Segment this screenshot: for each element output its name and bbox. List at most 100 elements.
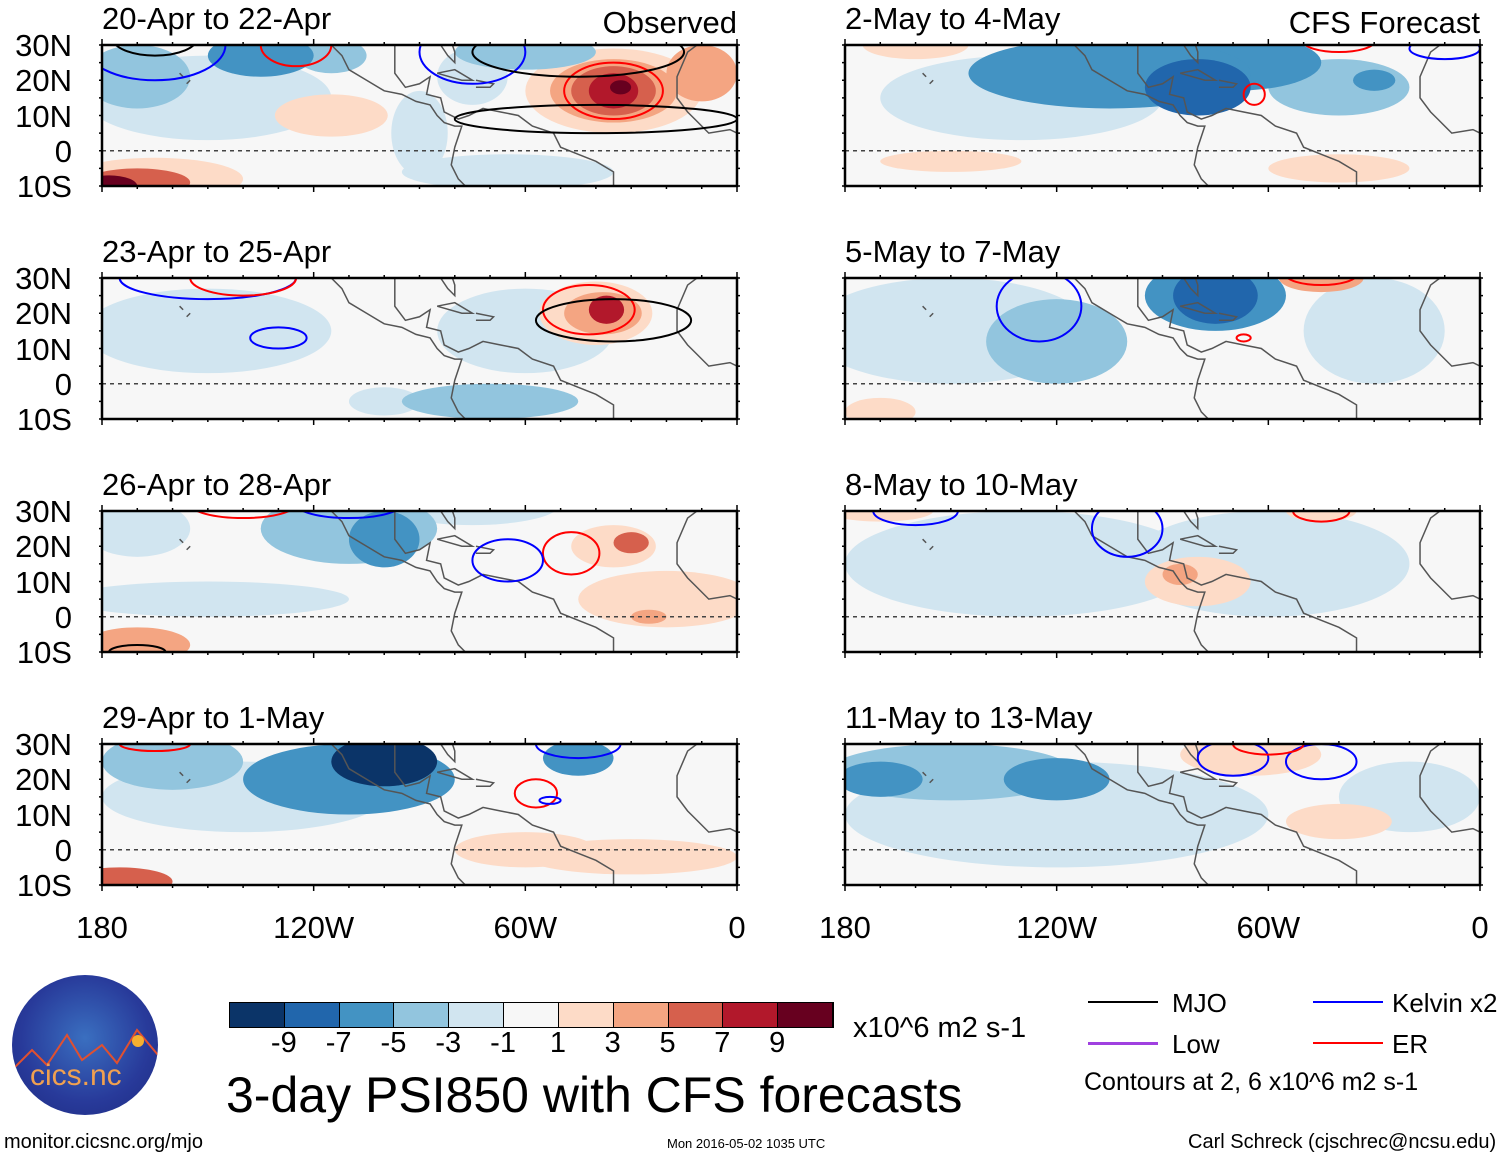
colorbar-label: 1 <box>549 1027 566 1059</box>
coastline <box>1179 534 1219 547</box>
coastline <box>1073 744 1209 885</box>
contour-kelvin <box>418 45 527 85</box>
map-panel <box>99 39 740 192</box>
column-tag: Observed <box>602 5 737 40</box>
coastline <box>179 305 184 311</box>
contour-mjo <box>114 45 196 57</box>
colorbar <box>229 1002 834 1028</box>
coastline <box>186 545 191 551</box>
lat-tick-label: 0 <box>54 832 72 868</box>
psi-anomaly-region <box>862 45 969 60</box>
colorbar-swatch <box>668 1003 724 1027</box>
psi-anomaly-region <box>391 90 448 176</box>
panel-title: 23-Apr to 25-Apr <box>102 234 332 269</box>
psi-anomaly-region <box>102 45 191 109</box>
contour-mjo <box>534 298 693 343</box>
psi-anomaly-region <box>578 570 737 628</box>
map-panel <box>842 272 1483 425</box>
colorbar-swatch <box>230 1003 285 1027</box>
map-panel <box>99 505 740 658</box>
coastline <box>1137 744 1358 885</box>
coastline <box>440 744 456 764</box>
psi-anomaly-region <box>401 154 614 186</box>
psi-anomaly-region <box>542 744 614 776</box>
lat-tick-label: 30N <box>15 494 72 529</box>
footer-author: Carl Schreck (cjschrec@ncsu.edu) <box>1188 1131 1497 1153</box>
psi-anomaly-region <box>207 45 314 77</box>
psi-anomaly-region <box>1353 69 1396 91</box>
colorbar-swatch <box>394 1003 450 1027</box>
legend-low-line <box>1088 1042 1158 1045</box>
lat-tick-label: 10S <box>16 169 72 204</box>
lat-tick-label: 10N <box>15 98 72 134</box>
coastline <box>475 545 496 555</box>
coastline <box>440 511 456 531</box>
lon-tick-label: 0 <box>1471 910 1489 945</box>
colorbar-label: 7 <box>714 1027 731 1059</box>
lat-tick-label: 10N <box>15 331 72 367</box>
footer-url-link[interactable]: monitor.cicsnc.org/mjo <box>4 1131 203 1153</box>
map-panel <box>842 505 1483 658</box>
coastline <box>394 45 615 186</box>
lon-tick-label: 60W <box>1236 910 1301 945</box>
colorbar-label: -1 <box>490 1027 516 1059</box>
contour-er <box>1292 511 1351 523</box>
lat-tick-label: 10S <box>16 402 72 437</box>
contour-er <box>1242 82 1266 106</box>
psi-anomaly-region <box>274 94 388 137</box>
panel-title: 8-May to 10-May <box>845 467 1078 502</box>
contour-kelvin <box>102 45 227 82</box>
map-panel <box>842 39 1483 192</box>
colorbar-swatch <box>723 1003 779 1027</box>
coastline <box>676 744 737 833</box>
coastline <box>1218 778 1239 788</box>
contour-note: Contours at 2, 6 x10^6 m2 s-1 <box>1084 1068 1419 1096</box>
coastline <box>676 278 737 367</box>
colorbar-label: -7 <box>325 1027 352 1059</box>
legend-mjo-label: MJO <box>1172 988 1227 1018</box>
mountain-icon <box>12 1028 158 1071</box>
coastline <box>330 511 466 652</box>
coastline <box>1179 767 1219 780</box>
coastline <box>929 312 934 318</box>
figure-title: 3-day PSI850 with CFS forecasts <box>226 1067 963 1123</box>
coastline <box>929 79 934 85</box>
coastline <box>1218 79 1239 89</box>
contour-er <box>259 45 333 68</box>
lon-tick-label: 120W <box>1016 910 1098 945</box>
contour-er <box>513 778 559 809</box>
lon-tick-label: 60W <box>493 910 558 945</box>
lon-tick-label: 120W <box>273 910 355 945</box>
map-panel <box>842 738 1483 891</box>
psi-anomaly-region <box>1285 803 1392 840</box>
coastline <box>1183 511 1199 531</box>
coastline <box>922 72 927 78</box>
contour-kelvin <box>872 511 959 527</box>
coastline <box>1218 545 1239 555</box>
lat-tick-label: 10S <box>16 868 72 903</box>
psi-anomaly-region <box>845 397 916 419</box>
colorbar-swatch <box>613 1003 669 1027</box>
panel-title: 29-Apr to 1-May <box>102 700 325 735</box>
map-panels <box>99 39 1483 891</box>
coastline <box>1073 278 1209 419</box>
colorbar-swatch <box>284 1003 340 1027</box>
contour-er <box>541 284 636 336</box>
coastline <box>186 312 191 318</box>
colorbar-swatch <box>449 1003 505 1027</box>
coastline <box>394 511 615 652</box>
colorbar-swatch <box>339 1003 395 1027</box>
psi-anomaly-region <box>102 744 244 790</box>
coastline <box>436 301 476 314</box>
coastline <box>436 68 476 81</box>
column-tag: CFS Forecast <box>1288 5 1480 40</box>
lat-tick-label: 0 <box>54 366 72 402</box>
coastline <box>440 278 456 298</box>
psi-anomaly-region <box>102 581 349 617</box>
colorbar-label: 3 <box>604 1027 621 1059</box>
coastline <box>1183 45 1199 65</box>
logo-text: cics.nc <box>30 1059 122 1092</box>
contour-er <box>195 511 292 520</box>
panel-title: 26-Apr to 28-Apr <box>102 467 332 502</box>
coastline <box>1419 278 1480 367</box>
